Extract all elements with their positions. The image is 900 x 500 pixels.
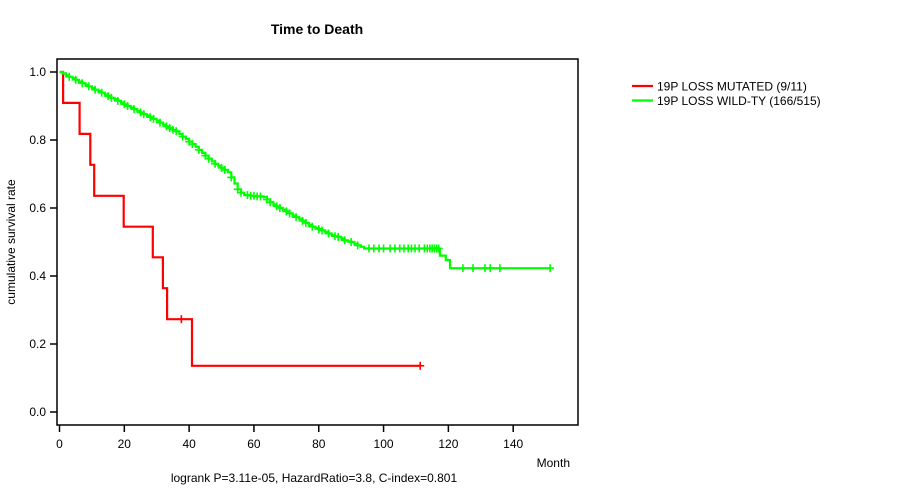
censor-mark: [178, 132, 187, 141]
x-axis-label: Month: [537, 456, 570, 470]
censor-mark: [416, 361, 425, 370]
survival-curves: [59, 70, 555, 370]
censor-mark: [340, 236, 349, 245]
x-axis-ticks: 0 20 40 60 80 100 120 140: [56, 425, 524, 451]
censor-mark: [546, 264, 555, 273]
censor-mark: [434, 244, 443, 253]
x-tick-label: 100: [374, 437, 394, 451]
legend-label: 19P LOSS MUTATED (9/11): [657, 80, 807, 94]
censor-mark: [149, 114, 158, 123]
chart-title: Time to Death: [271, 21, 363, 37]
censor-mark: [155, 118, 164, 127]
y-tick-label: 0.2: [29, 337, 46, 351]
censor-mark: [220, 165, 229, 174]
censor-mark: [65, 72, 74, 81]
y-tick-label: 0.0: [29, 405, 46, 419]
y-tick-label: 0.4: [29, 269, 46, 283]
censor-mark: [97, 88, 106, 97]
censor-mark: [188, 140, 197, 149]
censor-mark: [308, 222, 317, 231]
censor-mark: [324, 229, 333, 238]
censor-mark: [84, 82, 93, 91]
x-tick-label: 20: [118, 437, 132, 451]
censor-mark: [495, 264, 504, 273]
censor-mark: [227, 173, 236, 182]
y-axis-label: cumulative survival rate: [4, 179, 18, 305]
censor-mark: [177, 315, 186, 324]
censor-mark: [194, 145, 203, 154]
x-tick-label: 0: [56, 437, 63, 451]
x-tick-label: 140: [503, 437, 523, 451]
stats-footer: logrank P=3.11e-05, HazardRatio=3.8, C-i…: [171, 471, 458, 485]
censor-mark: [458, 264, 467, 273]
x-tick-label: 40: [182, 437, 196, 451]
censor-mark: [211, 159, 220, 168]
censor-mark: [317, 226, 326, 235]
x-tick-label: 120: [438, 437, 458, 451]
x-tick-label: 60: [247, 437, 261, 451]
censor-mark: [204, 154, 213, 163]
censor-mark: [172, 127, 181, 136]
x-tick-label: 80: [312, 437, 326, 451]
censor-mark: [130, 105, 139, 114]
censor-mark: [236, 188, 245, 197]
censor-mark: [71, 75, 80, 84]
censor-mark: [78, 79, 87, 88]
legend: 19P LOSS MUTATED (9/11)19P LOSS WILD-TY …: [632, 80, 821, 108]
censor-mark: [123, 102, 132, 110]
survival-curve: [59, 70, 551, 270]
y-tick-label: 0.6: [29, 201, 46, 215]
censor-mark: [275, 204, 284, 212]
censor-mark: [301, 218, 310, 227]
censor-mark: [256, 192, 265, 201]
censor-mark: [139, 110, 148, 119]
censor-mark: [113, 96, 122, 105]
legend-label: 19P LOSS WILD-TY (166/515): [657, 94, 821, 108]
censor-mark: [469, 264, 478, 273]
censor-mark: [353, 241, 362, 250]
censor-mark: [486, 264, 495, 273]
y-tick-label: 0.8: [29, 133, 46, 147]
censor-mark: [266, 198, 275, 207]
survival-curve: [59, 70, 421, 367]
censor-mark: [107, 93, 116, 102]
censor-mark: [285, 209, 294, 218]
censor-mark: [91, 85, 100, 94]
censor-mark: [347, 238, 356, 246]
plot-border: [56, 58, 579, 426]
censor-mark: [292, 213, 301, 222]
y-axis-ticks: 0.0 0.2 0.4 0.6 0.8 1.0: [29, 65, 57, 419]
censor-mark: [334, 232, 343, 241]
y-tick-label: 1.0: [29, 65, 46, 79]
